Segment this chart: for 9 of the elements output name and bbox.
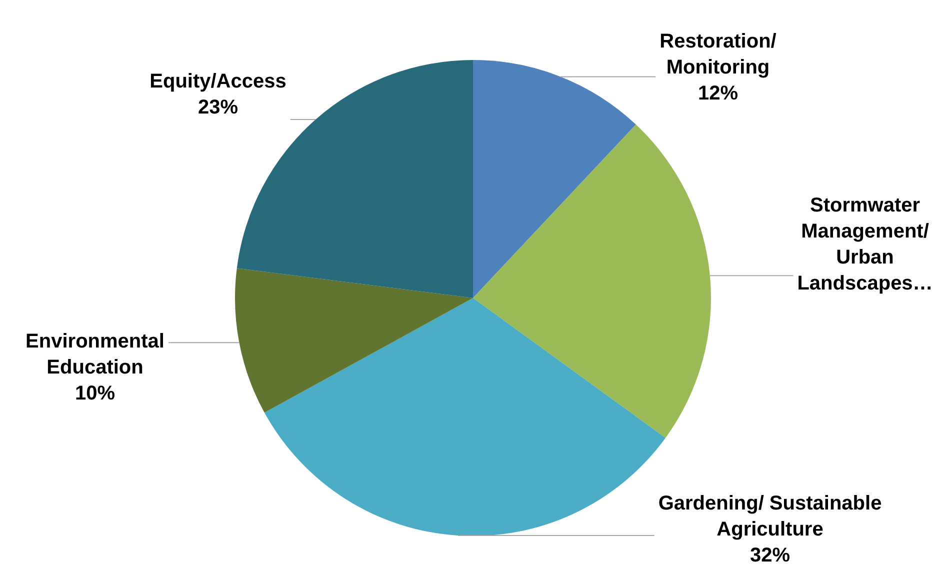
slice-label: Restoration/ Monitoring [660, 30, 777, 79]
data-label: 32% [750, 544, 790, 567]
slice-label: Gardening/ Sustainable Agriculture [658, 492, 882, 541]
slice-label: Environmental Education [26, 330, 164, 379]
data-label: 23% [198, 96, 238, 119]
slice-label: Equity/Access [150, 70, 286, 93]
slice-label: Stormwater Management/ Urban Landscapes… [797, 194, 933, 295]
data-label: 12% [698, 82, 738, 105]
data-label: 10% [74, 382, 116, 405]
